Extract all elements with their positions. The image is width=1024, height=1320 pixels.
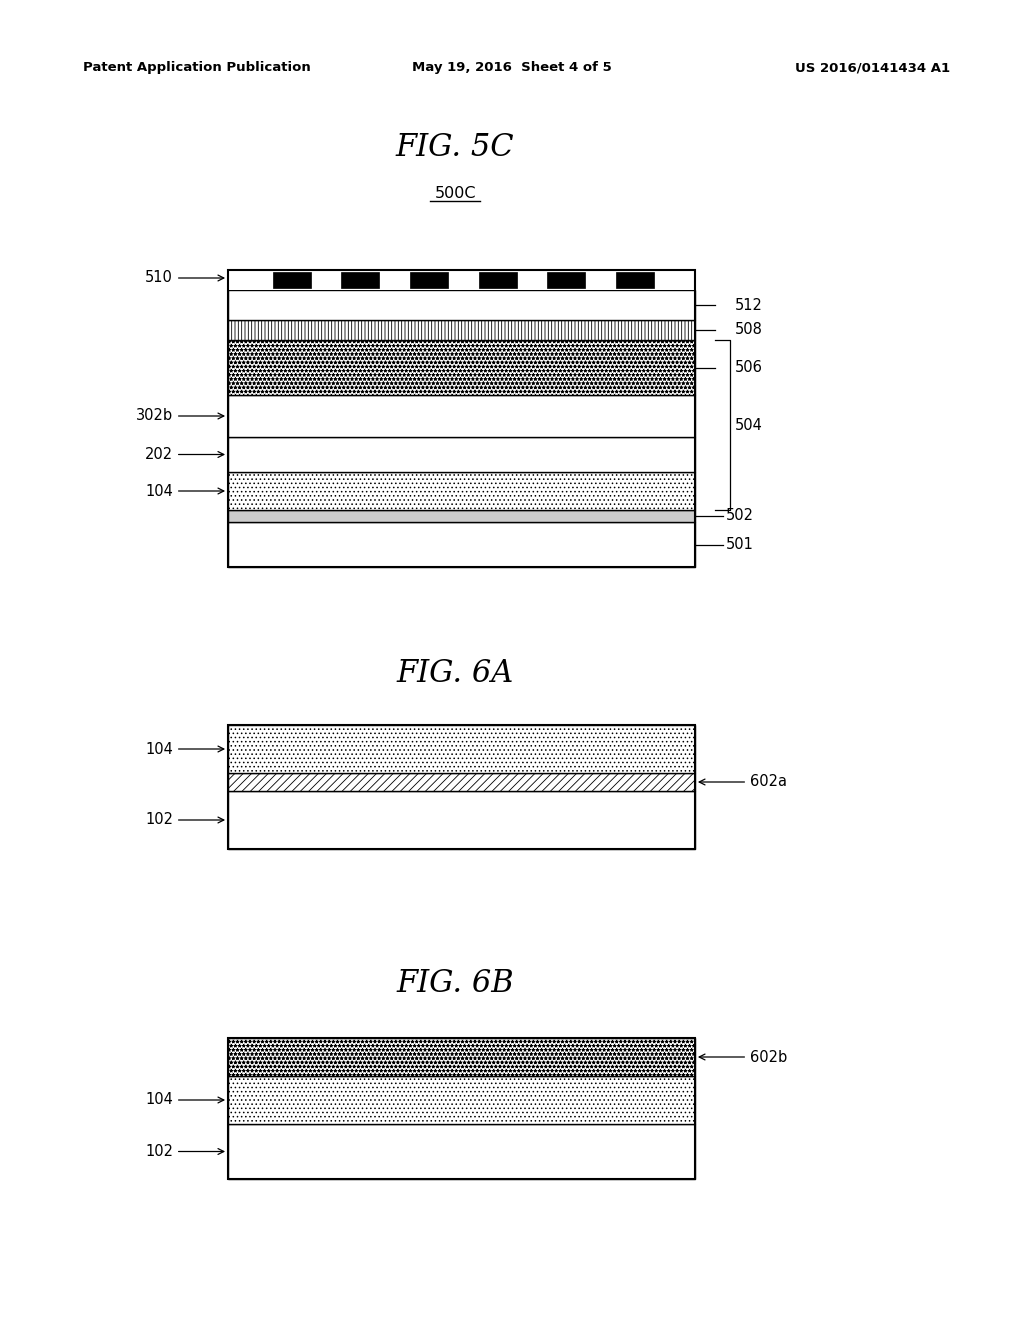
Text: 104: 104 bbox=[145, 483, 224, 499]
Text: 510: 510 bbox=[145, 271, 224, 285]
Text: 102: 102 bbox=[145, 1144, 224, 1159]
Bar bbox=[341, 272, 379, 288]
Text: 502: 502 bbox=[726, 508, 754, 524]
Bar bbox=[228, 271, 695, 290]
Text: May 19, 2016  Sheet 4 of 5: May 19, 2016 Sheet 4 of 5 bbox=[412, 62, 612, 74]
Bar bbox=[228, 774, 695, 791]
Text: US 2016/0141434 A1: US 2016/0141434 A1 bbox=[795, 62, 950, 74]
Bar bbox=[228, 341, 695, 395]
Text: FIG. 6B: FIG. 6B bbox=[396, 968, 514, 998]
Bar bbox=[272, 272, 310, 288]
Text: 602b: 602b bbox=[699, 1049, 787, 1064]
Bar bbox=[228, 725, 695, 849]
Bar bbox=[228, 1038, 695, 1076]
Bar bbox=[228, 1125, 695, 1179]
Text: 202: 202 bbox=[144, 447, 224, 462]
Text: FIG. 5C: FIG. 5C bbox=[395, 132, 514, 164]
Text: 104: 104 bbox=[145, 1093, 224, 1107]
Bar bbox=[548, 272, 586, 288]
Text: 512: 512 bbox=[735, 297, 763, 313]
Bar bbox=[228, 290, 695, 319]
Bar bbox=[228, 319, 695, 341]
Text: 501: 501 bbox=[726, 537, 754, 552]
Bar bbox=[228, 791, 695, 849]
Text: 506: 506 bbox=[735, 360, 763, 375]
Text: 504: 504 bbox=[735, 417, 763, 433]
Bar bbox=[228, 395, 695, 437]
Text: 602a: 602a bbox=[699, 775, 787, 789]
Bar bbox=[228, 510, 695, 521]
Text: 102: 102 bbox=[145, 813, 224, 828]
Bar bbox=[410, 272, 447, 288]
Text: 500C: 500C bbox=[434, 186, 476, 201]
Bar bbox=[616, 272, 654, 288]
Text: 302b: 302b bbox=[136, 408, 224, 424]
Bar bbox=[228, 521, 695, 568]
Bar bbox=[228, 1038, 695, 1179]
Text: Patent Application Publication: Patent Application Publication bbox=[83, 62, 310, 74]
Bar bbox=[228, 271, 695, 568]
Bar bbox=[228, 473, 695, 510]
Bar bbox=[228, 725, 695, 774]
Bar bbox=[478, 272, 517, 288]
Bar bbox=[228, 1076, 695, 1125]
Bar bbox=[228, 437, 695, 473]
Text: FIG. 6A: FIG. 6A bbox=[396, 657, 514, 689]
Text: 508: 508 bbox=[735, 322, 763, 338]
Text: 104: 104 bbox=[145, 742, 224, 756]
